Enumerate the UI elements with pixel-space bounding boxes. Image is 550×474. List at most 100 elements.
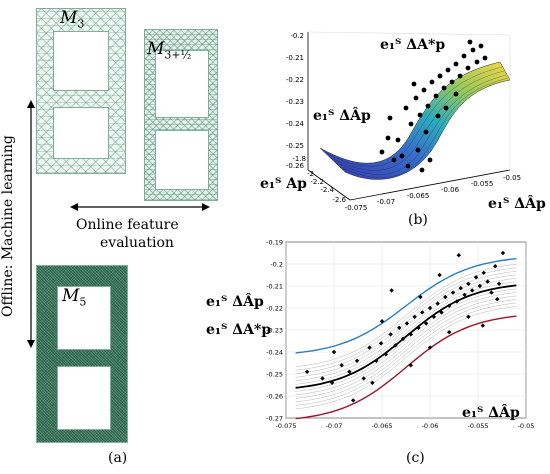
data-point	[456, 253, 461, 258]
mesh-m3half-hole-top	[155, 50, 209, 118]
surface-y-axis	[307, 169, 351, 201]
surface-y-tick: -2	[307, 170, 314, 178]
data-point	[320, 376, 325, 381]
band-curve	[295, 295, 517, 399]
mesh-m3half-label: M3+½	[147, 39, 192, 62]
data-point	[500, 250, 506, 256]
band-curve	[295, 292, 517, 396]
band-curve	[295, 299, 517, 403]
data-point	[481, 270, 486, 275]
surface-z-tick: -0.21	[286, 54, 304, 62]
y-tick-label: -0.27	[266, 415, 283, 423]
surface-label-a: e₁ᵀ Ap	[260, 176, 307, 192]
data-point	[447, 303, 452, 308]
data-point	[361, 376, 366, 381]
x-tick-label: -0.075	[276, 422, 297, 430]
data-point	[331, 349, 337, 355]
data-point	[389, 288, 394, 293]
data-point	[400, 336, 406, 341]
data-point	[347, 369, 352, 374]
data-point	[393, 343, 398, 348]
offline-arrow	[27, 100, 35, 348]
data-point	[437, 272, 442, 278]
data-point	[450, 290, 456, 295]
surface-plot: -0.2 -0.21 -0.22 -0.23 -0.24 -0.25 -0.26…	[286, 31, 521, 212]
data-point	[477, 283, 483, 289]
data-point	[370, 380, 375, 385]
data-point	[427, 305, 433, 311]
mean-curve	[295, 284, 517, 389]
upper-curve	[295, 258, 517, 354]
data-point	[329, 380, 335, 385]
plot-label-hat: e₁ᵀ ΔÂp	[206, 294, 264, 310]
data-point	[485, 279, 490, 284]
mesh-m3-label: M3	[60, 8, 85, 31]
data-point	[473, 275, 479, 280]
data-point	[418, 294, 423, 300]
mesh-m3-hole-top	[53, 31, 109, 91]
data-point	[496, 281, 502, 286]
band-curve	[295, 274, 517, 378]
online-label: Online feature	[76, 217, 179, 233]
panel-b-label: (b)	[408, 212, 428, 228]
data-point	[304, 369, 310, 374]
regression-plot: -0.19 -0.2 -0.21 -0.22 -0.23 -0.24 -0.25 -0.26 -…	[266, 239, 534, 431]
band-curve	[295, 264, 517, 367]
surface-label-star: e₁ᵀ ΔA*p	[380, 37, 446, 53]
data-point	[408, 363, 413, 368]
data-point	[462, 292, 467, 297]
surface-z-tick: -0.25	[286, 142, 304, 150]
plot-label-star: e₁ᵀ ΔA*p	[206, 322, 272, 338]
data-point	[480, 323, 485, 328]
surface-z-tick: -0.22	[286, 76, 304, 84]
surface-y-tick: -2.4	[320, 186, 334, 194]
data-point	[489, 290, 494, 295]
data-point	[495, 297, 500, 302]
lower-curve	[295, 315, 517, 420]
data-point	[339, 363, 344, 368]
mesh-m5-label: M5	[62, 286, 87, 309]
y-tick-label: -0.24	[266, 349, 283, 357]
y-tick-label: -0.25	[266, 371, 283, 379]
x-tick-label: -0.07	[326, 422, 343, 430]
surface-x-axis	[349, 169, 511, 201]
mesh-m5	[36, 265, 128, 443]
surface-x-tick: -0.055	[471, 180, 494, 188]
data-point	[447, 330, 452, 335]
data-point	[351, 398, 356, 403]
surface-mesh	[319, 61, 511, 180]
surface-z-tick: -0.23	[286, 98, 304, 106]
surface-z-tick: -0.2	[290, 32, 304, 40]
data-point	[374, 358, 379, 363]
data-point	[416, 325, 421, 330]
band-curve	[295, 281, 517, 385]
y-tick-label: -0.2	[270, 261, 283, 269]
y-tick-label: -0.21	[266, 283, 283, 291]
y-tick-label: -0.26	[266, 393, 283, 401]
data-point	[354, 358, 360, 363]
surface-x-tick: -0.065	[407, 192, 430, 200]
y-tick-label: -0.23	[266, 327, 283, 335]
mesh-m3	[36, 8, 126, 174]
band-curve	[295, 306, 517, 410]
surface-x-tick: -0.07	[377, 198, 395, 206]
online-label-2: evaluation	[100, 235, 174, 251]
plot-label-x: e₁ᵀ ΔÂp	[462, 405, 520, 421]
surface-label-x: e₁ᵀ ΔÂp	[488, 196, 546, 212]
y-tick-label: -0.22	[266, 305, 283, 313]
band-curve	[295, 267, 517, 371]
offline-label: Offline: Machine learning	[0, 135, 16, 317]
surface-x-tick: -0.05	[503, 174, 521, 182]
surface-label-hat: e₁ᵀ ΔÂp	[313, 108, 371, 124]
mesh-m5-hole-bottom	[57, 366, 111, 430]
data-point	[470, 288, 475, 293]
data-point	[378, 341, 384, 346]
data-point	[466, 281, 471, 286]
mesh-m3-hole-bottom	[53, 107, 109, 159]
data-point	[443, 294, 448, 300]
x-tick-label: -0.06	[422, 422, 439, 430]
mesh-m3half-hole-bottom	[155, 130, 209, 190]
data-point	[408, 332, 413, 337]
surface-z-tick: -0.26	[286, 162, 305, 170]
data-point	[388, 332, 393, 337]
